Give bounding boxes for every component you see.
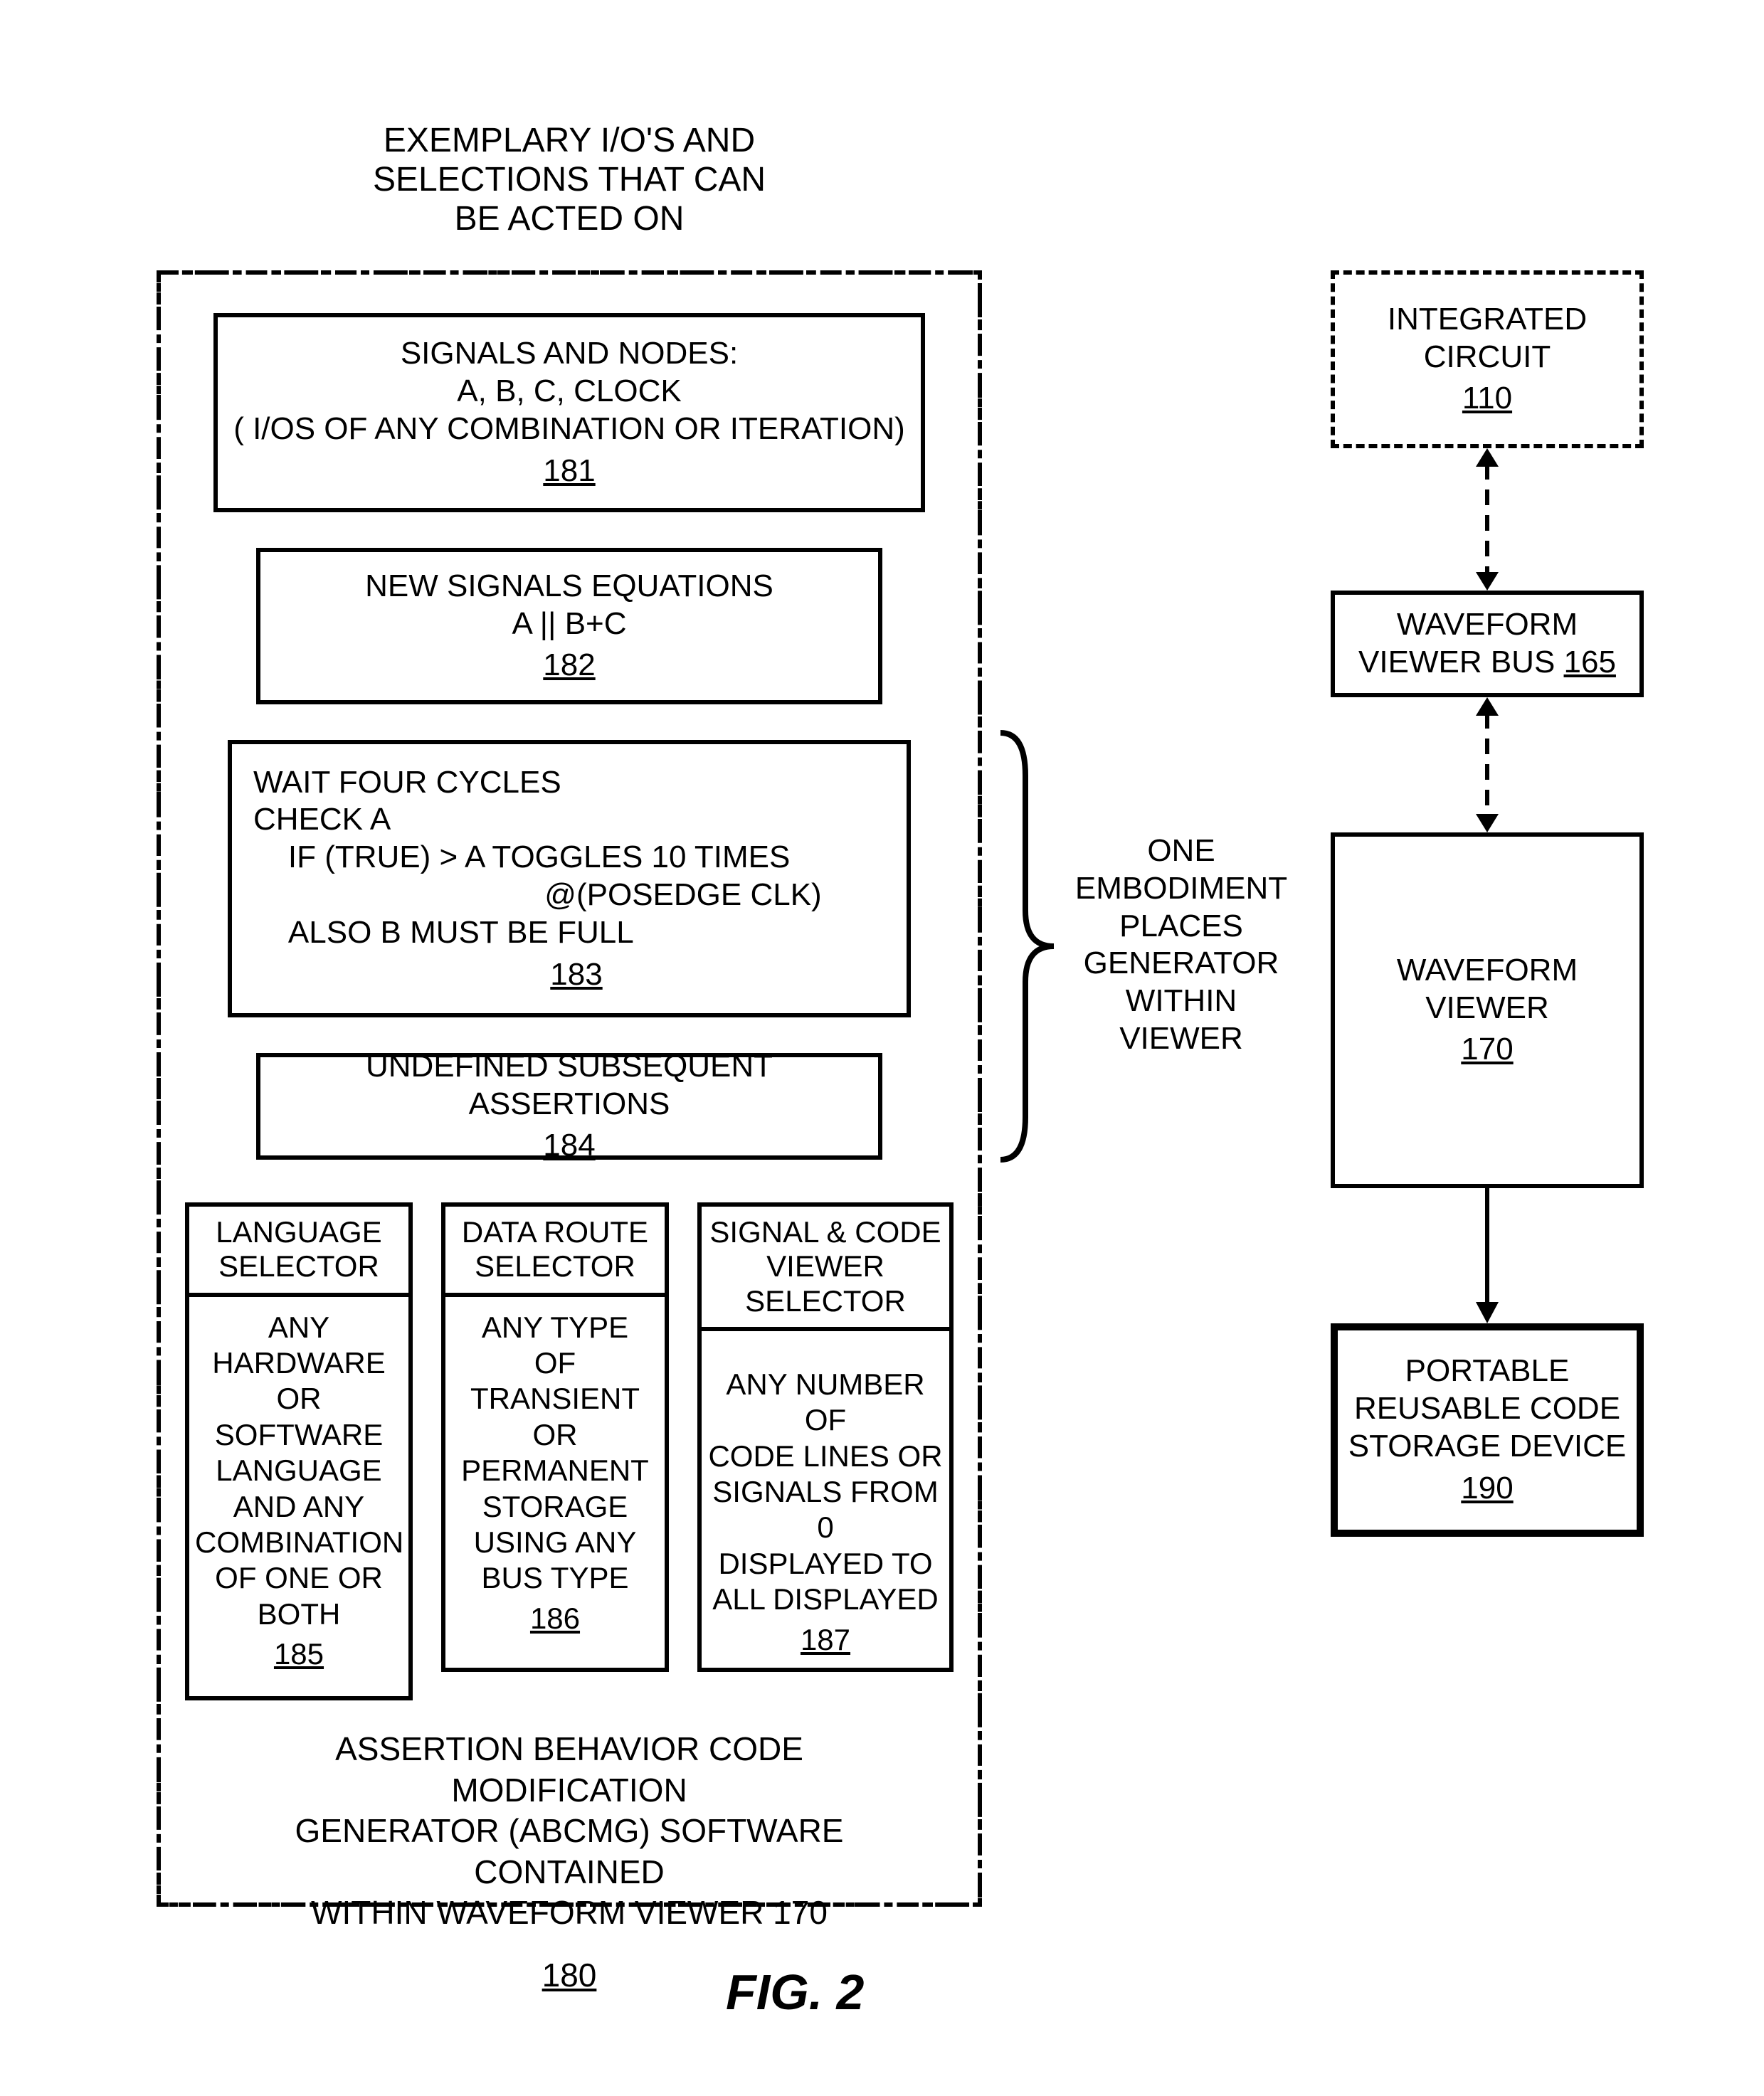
text-line: VIEWER	[1425, 990, 1549, 1027]
box-new-signals-equations: NEW SIGNALS EQUATIONS A || B+C 182	[256, 548, 882, 704]
body-line: COMBINATION	[195, 1525, 403, 1560]
text-line: UNDEFINED SUBSEQUENT ASSERTIONS	[268, 1048, 871, 1123]
selector-language: LANGUAGE SELECTOR ANY HARDWARE OR SOFTWA…	[185, 1202, 413, 1700]
box-waveform-viewer-bus: WAVEFORM VIEWER BUS 165	[1331, 591, 1644, 697]
header-line: SIGNAL & CODE	[707, 1215, 944, 1249]
body-line: ALL DISPLAYED	[707, 1582, 944, 1617]
body-line: OR	[451, 1417, 659, 1453]
selector-signal-code-viewer: SIGNAL & CODE VIEWER SELECTOR ANY NUMBER…	[697, 1202, 954, 1672]
selector-header: SIGNAL & CODE VIEWER SELECTOR	[702, 1207, 949, 1331]
text-line: VIEWER BUS 165	[1358, 644, 1616, 682]
ref-number: 190	[1461, 1470, 1513, 1508]
body-line: OF ONE OR	[195, 1560, 403, 1596]
body-line: PERMANENT	[451, 1453, 659, 1488]
text-line: CIRCUIT	[1424, 339, 1551, 376]
selector-header: DATA ROUTE SELECTOR	[445, 1207, 665, 1297]
text-line: WAVEFORM	[1397, 952, 1578, 990]
text-line: STORAGE DEVICE	[1348, 1428, 1626, 1466]
text-line: IF (TRUE) > A TOGGLES 10 TIMES	[253, 839, 790, 877]
caption-line: ASSERTION BEHAVIOR CODE MODIFICATION	[213, 1729, 925, 1811]
header-line: LANGUAGE	[195, 1215, 403, 1249]
text-line: EMBODIMENT	[1060, 870, 1302, 908]
text-line: PLACES	[1060, 908, 1302, 946]
header-line: DATA ROUTE	[451, 1215, 659, 1249]
body-line: ANY TYPE	[451, 1310, 659, 1345]
text-line: REUSABLE CODE	[1354, 1390, 1620, 1428]
ref-number: 110	[1462, 380, 1512, 418]
body-line: SIGNALS FROM 0	[707, 1474, 944, 1546]
body-line: DISPLAYED TO	[707, 1546, 944, 1582]
ref-number: 187	[707, 1622, 944, 1658]
selector-body: ANY NUMBER OF CODE LINES OR SIGNALS FROM…	[702, 1331, 949, 1671]
body-line: ANY	[195, 1310, 403, 1345]
text-line: WAVEFORM	[1397, 606, 1578, 644]
text-prefix: VIEWER BUS	[1358, 645, 1564, 679]
header-line: VIEWER	[707, 1249, 944, 1283]
header-line: SELECTOR	[451, 1249, 659, 1283]
text-line: A, B, C, CLOCK	[457, 373, 681, 411]
ref-number: 183	[550, 956, 602, 994]
body-line: AND ANY	[195, 1489, 403, 1525]
panel-title: EXEMPLARY I/O'S AND SELECTIONS THAT CAN …	[306, 121, 833, 239]
arrow-165-170	[1466, 697, 1509, 832]
ref-number: 185	[195, 1636, 403, 1672]
body-line: STORAGE	[451, 1489, 659, 1525]
box-waveform-viewer: WAVEFORM VIEWER 170	[1331, 832, 1644, 1188]
title-line: BE ACTED ON	[306, 199, 833, 238]
box-integrated-circuit: INTEGRATED CIRCUIT 110	[1331, 270, 1644, 448]
ref-number: 186	[451, 1601, 659, 1636]
text-line: ALSO B MUST BE FULL	[253, 914, 634, 952]
text-line: SIGNALS AND NODES:	[401, 335, 738, 373]
box-wait-check: WAIT FOUR CYCLES CHECK A IF (TRUE) > A T…	[228, 740, 911, 1017]
box-portable-storage: PORTABLE REUSABLE CODE STORAGE DEVICE 19…	[1331, 1323, 1644, 1537]
body-line: TRANSIENT	[451, 1381, 659, 1417]
body-line: OR	[195, 1381, 403, 1417]
arrow-110-165	[1466, 448, 1509, 591]
box-undefined-assertions: UNDEFINED SUBSEQUENT ASSERTIONS 184	[256, 1053, 882, 1160]
body-line: BOTH	[195, 1597, 403, 1632]
header-line: SELECTOR	[195, 1249, 403, 1283]
text-line: ( I/OS OF ANY COMBINATION OR ITERATION)	[233, 411, 905, 448]
text-line: VIEWER	[1060, 1020, 1302, 1058]
text-line: CHECK A	[253, 801, 391, 839]
selector-data-route: DATA ROUTE SELECTOR ANY TYPE OF TRANSIEN…	[441, 1202, 669, 1672]
text-line: A || B+C	[512, 605, 626, 643]
arrow-170-190	[1466, 1188, 1509, 1323]
title-line: SELECTIONS THAT CAN	[306, 160, 833, 199]
abcmg-caption: ASSERTION BEHAVIOR CODE MODIFICATION GEN…	[213, 1729, 925, 1996]
text-line: ONE	[1060, 832, 1302, 870]
text-line: NEW SIGNALS EQUATIONS	[365, 568, 773, 605]
body-line: CODE LINES OR	[707, 1439, 944, 1474]
selector-body: ANY HARDWARE OR SOFTWARE LANGUAGE AND AN…	[189, 1297, 408, 1685]
ref-number: 184	[543, 1127, 595, 1165]
header-line: SELECTOR	[707, 1284, 944, 1318]
text-line: WITHIN	[1060, 983, 1302, 1020]
body-line: LANGUAGE	[195, 1453, 403, 1488]
curly-brace	[993, 733, 1057, 1160]
body-line: ANY NUMBER OF	[707, 1367, 944, 1439]
body-line: OF	[451, 1345, 659, 1381]
body-line: BUS TYPE	[451, 1560, 659, 1596]
ref-number: 181	[543, 452, 595, 490]
body-line: USING ANY	[451, 1525, 659, 1560]
text-line: INTEGRATED	[1388, 301, 1587, 339]
brace-label: ONE EMBODIMENT PLACES GENERATOR WITHIN V…	[1060, 832, 1302, 1058]
body-line: SOFTWARE	[195, 1417, 403, 1453]
ref-number: 170	[1461, 1031, 1513, 1069]
box-signals-nodes: SIGNALS AND NODES: A, B, C, CLOCK ( I/OS…	[213, 313, 925, 512]
diagram-root: EXEMPLARY I/O'S AND SELECTIONS THAT CAN …	[0, 0, 1764, 2096]
selector-header: LANGUAGE SELECTOR	[189, 1207, 408, 1297]
caption-line: GENERATOR (ABCMG) SOFTWARE CONTAINED	[213, 1811, 925, 1893]
text-line: @(POSEDGE CLK)	[331, 877, 821, 914]
title-line: EXEMPLARY I/O'S AND	[306, 121, 833, 160]
text-line: PORTABLE	[1405, 1353, 1570, 1390]
caption-line: WITHIN WAVEFORM VIEWER 170	[213, 1893, 925, 1934]
text-line: WAIT FOUR CYCLES	[253, 764, 561, 802]
ref-number: 165	[1564, 645, 1616, 679]
figure-label: FIG. 2	[726, 1964, 864, 2021]
text-line: GENERATOR	[1060, 945, 1302, 983]
selector-body: ANY TYPE OF TRANSIENT OR PERMANENT STORA…	[445, 1297, 665, 1650]
ref-number: 182	[543, 647, 595, 684]
body-line: HARDWARE	[195, 1345, 403, 1381]
